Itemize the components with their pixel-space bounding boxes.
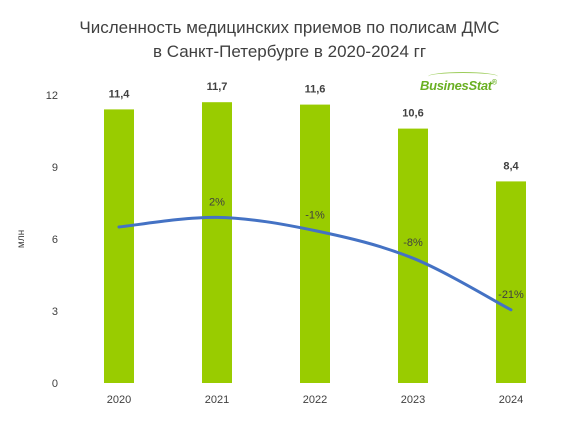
y-tick-label: 3 [52, 306, 58, 318]
growth-line [117, 215, 513, 312]
bar [202, 102, 232, 383]
chart-title-line-2: в Санкт-Петербурге в 2020-2024 гг [152, 42, 427, 61]
logo-registered-mark: ® [491, 79, 497, 87]
bar-value-label: 11,6 [305, 84, 326, 96]
y-axis-title: млн [16, 230, 27, 248]
growth-label: 2% [209, 196, 225, 208]
y-tick-label: 6 [52, 234, 58, 246]
logo-swoosh [428, 72, 498, 81]
bar-value-label: 11,4 [109, 88, 131, 100]
bar-value-label: 11,7 [207, 81, 228, 93]
businesstat-logo: BusinesStat® [420, 72, 498, 93]
bar [104, 109, 134, 384]
y-tick-label: 12 [46, 90, 58, 102]
y-tick-label: 0 [52, 378, 58, 390]
x-tick-label: 2020 [107, 394, 131, 406]
x-tick-label: 2024 [499, 394, 523, 406]
growth-label: -21% [498, 289, 524, 301]
growth-label: -1% [305, 210, 325, 222]
bar [398, 128, 428, 383]
growth-label: -8% [403, 237, 423, 249]
bar-value-label: 10,6 [402, 108, 423, 120]
chart-title-line-1: Численность медицинских приемов по полис… [79, 18, 500, 37]
x-tick-label: 2021 [205, 394, 229, 406]
x-tick-label: 2023 [401, 394, 425, 406]
x-tick-label: 2022 [303, 394, 327, 406]
logo-text: BusinesStat [420, 78, 492, 93]
bar [496, 181, 526, 383]
bar-value-label: 8,4 [503, 160, 519, 172]
bar [300, 104, 330, 383]
y-tick-label: 9 [52, 162, 58, 174]
chart-title: Численность медицинских приемов по полис… [0, 16, 579, 64]
